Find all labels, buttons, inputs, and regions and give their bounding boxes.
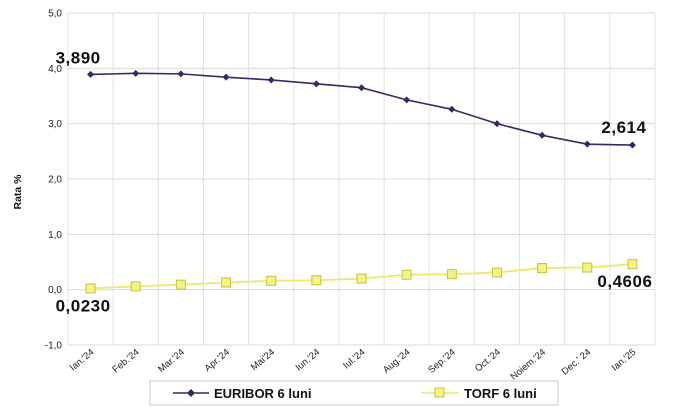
euribor-point [628,141,636,149]
x-tick-label: Apr.'24 [202,347,232,374]
x-tick-label: Mai'24 [249,347,277,373]
legend-label-euribor: EURIBOR 6 luni [214,386,312,401]
x-tick-label: Oct.'24 [473,347,503,375]
x-tick-label: Dec.' 24 [560,347,594,378]
x-tick-label: Feb.'24 [111,347,142,376]
euribor-point [448,105,456,113]
y-tick-label: 1,0 [48,230,62,241]
euribor-point [403,96,411,104]
torf-point [401,269,412,280]
torf-point [627,259,638,270]
torf-point [130,281,141,292]
data-label: 2,614 [601,118,646,137]
x-tick-label: Iun.'24 [294,347,323,374]
torf-point [582,262,593,273]
y-tick-label: 3,0 [48,119,62,130]
legend-box [149,380,559,406]
torf-point [266,275,277,286]
y-tick-label: 5,0 [48,9,62,20]
euribor-point [538,131,546,139]
x-tick-label: Noiem.'24 [508,347,548,383]
x-tick-label: Mar.'24 [156,347,187,375]
y-tick-label: -1,0 [45,341,63,352]
euribor-point [132,69,140,77]
euribor-point [177,70,185,78]
y-tick-label: 0,0 [48,285,62,296]
euribor-point [583,140,591,148]
data-label: 0,0230 [56,296,111,315]
y-axis-ticks: -1,0 0,0 1,0 2,0 3,0 4,0 5,0 [45,9,63,352]
x-tick-label: Sep.'24 [426,347,458,376]
y-axis-label: Rata % [12,174,24,210]
torf-point [221,277,232,288]
x-tick-label: Iul.'24 [341,347,367,372]
series-markers [85,69,638,294]
torf-point [85,283,96,294]
x-tick-label: Aug.'24 [381,347,413,376]
y-tick-label: 4,0 [48,64,62,75]
x-tick-label: Ian.'25 [610,347,639,374]
euribor-point [222,73,230,81]
y-tick-label: 2,0 [48,175,62,186]
euribor-point [267,76,275,84]
euribor-point [312,80,320,88]
torf-point [491,267,502,278]
torf-point [311,275,322,286]
legend-label-torf: TORF 6 luni [464,386,537,401]
series-line-euribor [90,72,633,146]
legend: EURIBOR 6 luni TORF 6 luni [149,380,559,406]
torf-point [175,279,186,290]
data-label: 3,890 [56,48,101,67]
legend-marker-euribor [187,389,195,397]
torf-point [356,273,367,284]
euribor-point [87,70,95,78]
gridlines [67,12,656,346]
torf-point [446,269,457,280]
data-labels: 3,890 2,614 0,0230 0,4606 [56,48,652,315]
euribor-point [493,120,501,128]
x-tick-label: Ian.'24 [68,347,97,374]
torf-point [537,263,548,274]
data-label: 0,4606 [597,272,652,291]
x-axis-ticks: Ian.'24 Feb.'24 Mar.'24 Apr.'24 Mai'24 Iun.'2… [68,347,639,383]
euribor-point [358,84,365,92]
legend-marker-torf [434,387,445,398]
series-lines [90,72,633,290]
